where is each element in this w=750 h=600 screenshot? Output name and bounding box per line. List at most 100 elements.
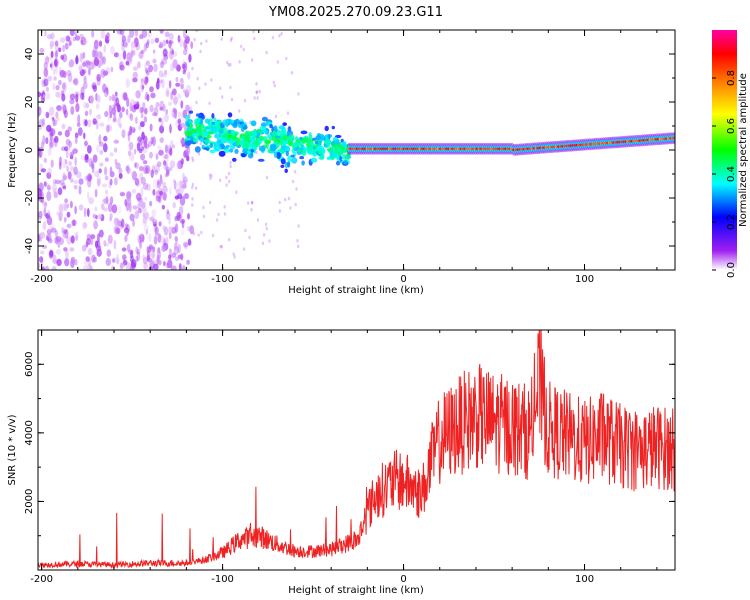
snr-panel: -200 -100 0 100 2000 4000 6000 Height of strai… bbox=[7, 329, 676, 596]
noise-blob bbox=[104, 157, 109, 162]
y-tick-label: 0 bbox=[24, 147, 35, 153]
signal-blob bbox=[269, 144, 277, 152]
noise-blob bbox=[122, 50, 127, 60]
noise-blob bbox=[74, 35, 81, 41]
noise-blob bbox=[104, 110, 109, 118]
noise-blob bbox=[119, 30, 125, 36]
signal-blob bbox=[192, 137, 199, 143]
noise-blob bbox=[180, 228, 185, 236]
noise-blob bbox=[150, 38, 155, 45]
noise-blob bbox=[141, 131, 145, 140]
noise-blob bbox=[172, 178, 176, 183]
noise-blob bbox=[165, 87, 170, 95]
noise-blob bbox=[51, 142, 57, 148]
noise-blob bbox=[70, 165, 74, 172]
noise-blob bbox=[293, 170, 297, 174]
noise-blob bbox=[84, 176, 88, 181]
noise-blob bbox=[113, 139, 119, 144]
noise-blob bbox=[70, 106, 75, 115]
noise-blob bbox=[145, 41, 149, 49]
noise-blob bbox=[191, 203, 194, 207]
noise-blob bbox=[179, 180, 184, 189]
signal-blob bbox=[280, 148, 284, 153]
noise-blob bbox=[134, 30, 139, 37]
signal-blob bbox=[315, 135, 322, 141]
signal-blob bbox=[341, 154, 347, 160]
noise-blob bbox=[88, 67, 91, 76]
noise-blob bbox=[173, 108, 178, 119]
noise-blob bbox=[138, 200, 142, 206]
noise-blob bbox=[75, 93, 79, 103]
y-tick-label: 4000 bbox=[24, 420, 35, 445]
noise-blob bbox=[38, 91, 41, 98]
noise-blob bbox=[91, 254, 96, 263]
noise-blob bbox=[43, 202, 48, 208]
noise-blob bbox=[106, 124, 110, 133]
noise-blob bbox=[59, 37, 66, 43]
y-tick-label: 40 bbox=[24, 48, 35, 61]
noise-blob bbox=[200, 41, 203, 46]
noise-blob bbox=[174, 236, 178, 242]
signal-blob bbox=[295, 139, 301, 144]
signal-blob bbox=[290, 157, 298, 164]
noise-blob bbox=[152, 136, 156, 147]
noise-blob bbox=[86, 208, 90, 217]
x-tick-label: -100 bbox=[211, 274, 234, 285]
noise-blob bbox=[164, 69, 168, 75]
noise-blob bbox=[45, 183, 50, 189]
signal-blob bbox=[284, 168, 288, 173]
noise-blob bbox=[63, 216, 67, 223]
noise-blob bbox=[152, 112, 158, 117]
noise-blob bbox=[154, 169, 158, 176]
noise-blob bbox=[242, 47, 245, 52]
noise-blob bbox=[134, 210, 139, 220]
noise-blob bbox=[71, 219, 77, 226]
noise-blob bbox=[78, 204, 84, 211]
noise-blob bbox=[273, 83, 276, 88]
noise-blob bbox=[217, 212, 220, 217]
noise-blob bbox=[256, 96, 259, 100]
noise-blob bbox=[66, 69, 72, 77]
noise-blob bbox=[171, 112, 175, 117]
noise-blob bbox=[62, 175, 68, 181]
signal-blob bbox=[280, 138, 285, 144]
noise-blob bbox=[90, 237, 94, 246]
noise-blob bbox=[135, 116, 138, 125]
noise-blob bbox=[49, 132, 53, 142]
noise-blob bbox=[103, 135, 108, 142]
noise-blob bbox=[173, 96, 178, 105]
noise-blob bbox=[53, 76, 57, 81]
noise-blob bbox=[152, 58, 157, 64]
noise-blob bbox=[75, 56, 79, 65]
signal-blob bbox=[229, 140, 236, 144]
noise-blob bbox=[64, 129, 70, 138]
noise-blob bbox=[197, 151, 201, 156]
noise-blob bbox=[120, 218, 125, 228]
noise-blob bbox=[129, 30, 135, 38]
noise-blob bbox=[105, 39, 109, 44]
noise-blob bbox=[143, 182, 148, 191]
noise-blob bbox=[83, 101, 87, 109]
noise-blob bbox=[252, 30, 255, 34]
noise-blob bbox=[195, 30, 198, 33]
noise-blob bbox=[64, 198, 68, 203]
noise-blob bbox=[46, 172, 52, 179]
noise-blob bbox=[184, 192, 190, 200]
signal-blob bbox=[308, 144, 313, 150]
noise-blob bbox=[80, 39, 84, 45]
noise-blob bbox=[164, 226, 169, 236]
noise-blob bbox=[115, 91, 118, 97]
noise-blob bbox=[132, 128, 136, 133]
noise-blob bbox=[168, 226, 173, 235]
noise-blob bbox=[66, 211, 71, 218]
noise-blob bbox=[44, 265, 50, 270]
noise-blob bbox=[126, 243, 131, 252]
noise-blob bbox=[156, 180, 161, 189]
noise-blob bbox=[169, 123, 172, 134]
noise-blob bbox=[70, 151, 75, 156]
noise-blob bbox=[55, 117, 60, 122]
noise-blob bbox=[131, 170, 137, 181]
noise-blob bbox=[158, 195, 162, 204]
noise-blob bbox=[178, 205, 184, 216]
